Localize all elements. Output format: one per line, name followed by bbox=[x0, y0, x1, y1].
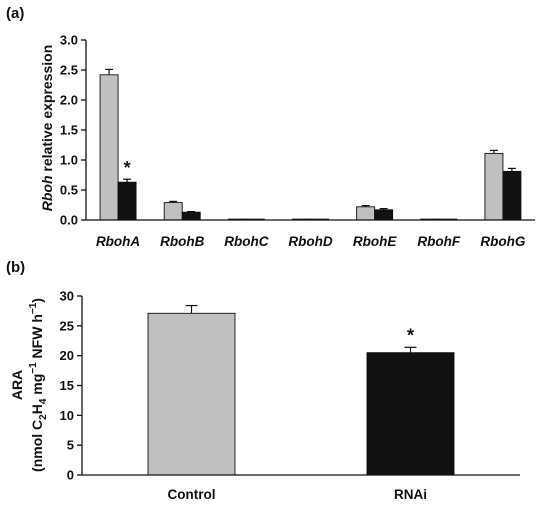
panel-a-bars: * bbox=[99, 68, 522, 221]
panel-b-ylabel-line1: ARA bbox=[9, 370, 25, 400]
x-category-label: RbohB bbox=[160, 234, 204, 249]
bar-RbohG-series-1 bbox=[484, 152, 504, 221]
bar-RbohE-series-1 bbox=[356, 206, 376, 221]
x-category-label: RbohA bbox=[96, 234, 140, 249]
bar-RbohB-series-2 bbox=[181, 211, 201, 221]
panel-a-ylabel-italic: Rboh bbox=[39, 175, 55, 211]
panel-b-categories: Control RNAi bbox=[168, 487, 428, 502]
y-tick-label: 0.0 bbox=[60, 213, 78, 228]
panel-b-bars: * bbox=[147, 304, 455, 476]
y-tick-label: 3.0 bbox=[60, 33, 78, 48]
x-category-label: RNAi bbox=[394, 487, 427, 502]
panel-a: (a) Rboh relative expression 0.0 0.5 1.0 1.… bbox=[6, 5, 535, 249]
x-category-label: RbohG bbox=[480, 234, 525, 249]
bar-RbohB-series-1 bbox=[163, 202, 183, 221]
y-tick-label: 10 bbox=[60, 408, 74, 423]
panel-b-label: (b) bbox=[6, 259, 25, 276]
significance-star: * bbox=[124, 158, 131, 178]
y-tick-label: 1.5 bbox=[60, 123, 78, 138]
y-tick-label: 2.5 bbox=[60, 63, 78, 78]
significance-star: * bbox=[407, 325, 414, 345]
bar-RbohE-series-2 bbox=[374, 209, 394, 221]
y-tick-label: 25 bbox=[60, 318, 74, 333]
x-category-label: RbohC bbox=[224, 234, 268, 249]
panel-b-y-axis: 0 5 10 15 20 25 30 bbox=[60, 289, 82, 483]
panel-a-categories: RbohA RbohB RbohC RbohD RbohE RbohF RbohG bbox=[96, 234, 526, 249]
x-category-label: RbohE bbox=[353, 234, 397, 249]
panel-b-ylabel-line2: (nmol C2H4 mg−1 NFW h−1) bbox=[28, 298, 49, 472]
y-tick-label: 15 bbox=[60, 378, 74, 393]
bar-RbohG-series-2 bbox=[502, 170, 522, 221]
x-category-label: RbohD bbox=[288, 234, 332, 249]
panel-a-ylabel: Rboh relative expression bbox=[39, 45, 55, 212]
panel-a-label: (a) bbox=[6, 5, 24, 22]
y-tick-label: 1.0 bbox=[60, 153, 78, 168]
bar-Control bbox=[147, 312, 236, 476]
panel-a-y-axis: 0.0 0.5 1.0 1.5 2.0 2.5 3.0 bbox=[60, 33, 86, 228]
y-tick-label: 0 bbox=[67, 468, 74, 483]
bar-RbohA-series-2 bbox=[117, 181, 137, 221]
x-category-label: Control bbox=[168, 487, 216, 502]
y-tick-label: 0.5 bbox=[60, 183, 78, 198]
bar-RNAi bbox=[366, 352, 455, 476]
bar-RbohA-series-1 bbox=[99, 74, 119, 221]
panel-b: (b) ARA (nmol C2H4 mg−1 NFW h−1) 0 5 10 15 2… bbox=[6, 259, 520, 502]
y-tick-label: 30 bbox=[60, 289, 74, 304]
y-tick-label: 2.0 bbox=[60, 93, 78, 108]
panel-a-ylabel-rest: relative expression bbox=[39, 45, 55, 176]
y-tick-label: 20 bbox=[60, 348, 74, 363]
x-category-label: RbohF bbox=[417, 234, 460, 249]
y-tick-label: 5 bbox=[67, 438, 74, 453]
